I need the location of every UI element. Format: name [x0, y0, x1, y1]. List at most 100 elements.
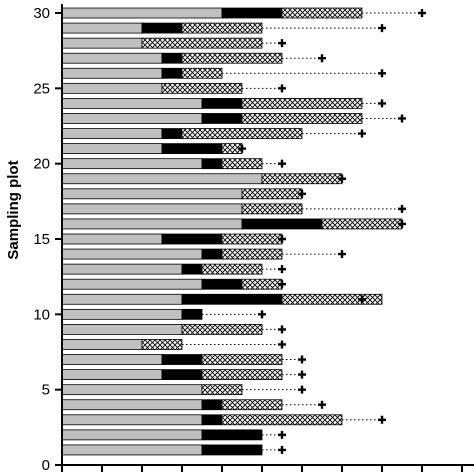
bar-segment-2-plot-4 [201, 399, 223, 411]
bar-segment-2-plot-23 [201, 113, 243, 124]
bar-segment-3-plot-17 [241, 203, 303, 215]
bar-segment-3-plot-15 [221, 233, 283, 245]
bar-segment-3-plot-5 [201, 384, 243, 396]
y-tick-label-15: 15 [33, 231, 50, 248]
whisker-cap-plot-24 [378, 99, 386, 108]
bar-segment-3-plot-25 [161, 82, 243, 94]
whisker-cap-plot-23 [398, 114, 406, 123]
bar-segment-2-plot-10 [181, 308, 203, 320]
bar-segment-1-plot-10 [61, 308, 183, 320]
bar-segment-2-plot-12 [201, 278, 243, 290]
bar-segment-1-plot-15 [61, 233, 163, 245]
bar-segment-1-plot-6 [61, 369, 163, 381]
bar-segment-1-plot-16 [61, 218, 243, 230]
whisker-cap-plot-22 [358, 129, 366, 138]
whisker-cap-plot-5 [298, 385, 306, 394]
bar-segment-1-plot-30 [61, 7, 223, 19]
bar-segment-1-plot-5 [61, 384, 203, 396]
bar-segment-3-plot-26 [181, 67, 223, 79]
bar-segment-2-plot-11 [181, 293, 283, 305]
bar-segment-1-plot-22 [61, 128, 163, 139]
bar-segment-2-plot-13 [181, 263, 203, 275]
bar-segment-3-plot-7 [201, 354, 283, 365]
bar-segment-2-plot-29 [141, 22, 183, 34]
whisker-cap-plot-3 [378, 415, 386, 424]
bar-segment-2-plot-1 [201, 444, 263, 456]
bar-segment-1-plot-26 [61, 67, 163, 79]
bar-segment-3-plot-13 [201, 263, 263, 275]
y-axis-title: Sampling plot [5, 160, 22, 259]
bar-segment-2-plot-30 [221, 7, 283, 19]
bar-segment-3-plot-19 [261, 173, 343, 185]
whisker-cap-plot-9 [278, 325, 286, 334]
bar-segment-2-plot-14 [201, 248, 223, 260]
whisker-cap-plot-28 [278, 39, 286, 48]
whisker-cap-plot-19 [338, 174, 346, 183]
bar-segment-2-plot-7 [161, 354, 203, 365]
plot-area [61, 7, 426, 456]
bar-segment-1-plot-2 [61, 429, 203, 441]
whisker-cap-plot-2 [278, 430, 286, 439]
y-tick-label-20: 20 [33, 156, 50, 173]
bar-segment-2-plot-24 [201, 98, 243, 109]
whisker-cap-plot-1 [278, 445, 286, 454]
whisker-cap-plot-13 [278, 265, 286, 274]
bar-segment-1-plot-17 [61, 203, 243, 215]
bar-segment-3-plot-8 [141, 339, 183, 350]
bar-segment-2-plot-15 [161, 233, 223, 245]
whisker-cap-plot-10 [258, 310, 266, 319]
whisker-cap-plot-6 [298, 370, 306, 379]
bar-segment-1-plot-19 [61, 173, 263, 185]
whisker-cap-plot-11 [358, 295, 366, 304]
whisker-cap-plot-26 [378, 69, 386, 78]
whisker-cap-plot-4 [318, 400, 326, 409]
bar-segment-3-plot-3 [221, 414, 343, 426]
bar-segment-2-plot-26 [161, 67, 183, 79]
whisker-cap-plot-25 [278, 84, 286, 93]
bar-segment-1-plot-1 [61, 444, 203, 456]
bar-segment-3-plot-12 [241, 278, 283, 290]
bar-segment-1-plot-7 [61, 354, 163, 365]
bar-segment-3-plot-14 [221, 248, 283, 260]
whisker-cap-plot-7 [298, 355, 306, 364]
bar-segment-1-plot-8 [61, 339, 143, 350]
y-tick-label-0: 0 [42, 457, 50, 474]
bar-segment-3-plot-16 [321, 218, 403, 230]
whisker-cap-plot-12 [278, 280, 286, 289]
whisker-cap-plot-15 [278, 235, 286, 244]
bar-segment-1-plot-27 [61, 52, 163, 64]
bar-segment-3-plot-22 [181, 128, 303, 139]
bar-segment-3-plot-6 [201, 369, 283, 381]
bar-segment-1-plot-13 [61, 263, 183, 275]
bar-segment-1-plot-12 [61, 278, 203, 290]
bar-segment-1-plot-11 [61, 293, 183, 305]
whisker-cap-plot-29 [378, 24, 386, 33]
bar-segment-1-plot-21 [61, 143, 163, 155]
axes: 0 5 10 15 20 25 30 [33, 4, 474, 474]
bar-segment-1-plot-14 [61, 248, 203, 260]
whisker-cap-plot-20 [278, 159, 286, 168]
bar-segment-2-plot-20 [201, 158, 223, 170]
bar-segment-1-plot-18 [61, 188, 243, 200]
bar-segment-1-plot-25 [61, 82, 163, 94]
y-tick-label-10: 10 [33, 306, 50, 323]
bar-segment-3-plot-29 [181, 22, 263, 34]
bar-segment-3-plot-28 [141, 37, 263, 49]
bar-segment-3-plot-23 [241, 113, 363, 124]
bar-segment-3-plot-24 [241, 98, 363, 109]
whisker-cap-plot-21 [238, 144, 246, 153]
bar-segment-1-plot-28 [61, 37, 143, 49]
whisker-cap-plot-8 [278, 340, 286, 349]
y-tick-label-25: 25 [33, 80, 50, 97]
bar-segment-3-plot-20 [221, 158, 263, 170]
bar-segment-3-plot-4 [221, 399, 283, 411]
bar-segment-2-plot-16 [241, 218, 323, 230]
bar-segment-2-plot-3 [201, 414, 223, 426]
bar-segment-3-plot-30 [281, 7, 363, 19]
bar-segment-3-plot-11 [281, 293, 383, 305]
bar-segment-1-plot-9 [61, 324, 183, 335]
whisker-cap-plot-27 [318, 54, 326, 63]
y-tick-label-30: 30 [33, 5, 50, 22]
bar-segment-3-plot-27 [181, 52, 283, 64]
